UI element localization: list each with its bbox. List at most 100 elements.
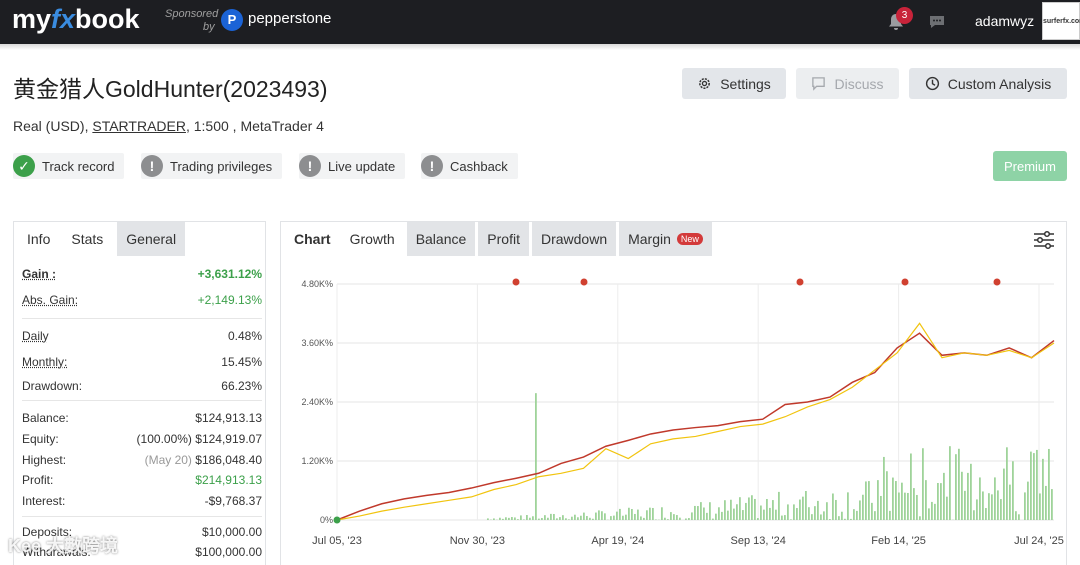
stat-value: $10,000.00 — [201, 525, 262, 539]
volume-bar — [772, 500, 774, 520]
stat-value: $100,000.00 — [195, 545, 262, 559]
new-badge: New — [676, 233, 703, 245]
volume-bar — [526, 515, 528, 520]
volume-bar — [655, 519, 657, 520]
volume-bar — [679, 517, 681, 520]
status-track-record[interactable]: ✓ Track record — [13, 153, 125, 179]
volume-bar — [625, 514, 627, 520]
chat-icon[interactable] — [927, 12, 947, 32]
discuss-button[interactable]: Discuss — [796, 68, 899, 99]
volume-bar — [559, 517, 561, 520]
settings-button[interactable]: Settings — [682, 68, 786, 99]
stat-row-highest: Highest: (May 20) $186,048.40 — [22, 453, 262, 467]
divider — [22, 516, 262, 517]
x-tick-label: Apr 19, '24 — [591, 535, 644, 547]
discuss-label: Discuss — [834, 75, 884, 92]
volume-bar — [1018, 514, 1020, 520]
stat-value: -$9,768.37 — [204, 494, 262, 508]
stat-value: $124,913.13 — [195, 411, 262, 425]
volume-bar — [922, 448, 924, 520]
volume-bar — [844, 518, 846, 520]
volume-bar — [1039, 493, 1041, 520]
stat-row-drawdown: Drawdown: 66.23% — [22, 379, 262, 393]
premium-button[interactable]: Premium — [993, 151, 1067, 181]
y-tick-label: 0% — [320, 515, 333, 525]
volume-bar — [970, 463, 972, 520]
volume-bar — [493, 518, 495, 520]
tab-profit[interactable]: Profit — [478, 222, 529, 256]
stat-label[interactable]: Daily — [22, 329, 49, 343]
volume-bar — [1024, 492, 1026, 520]
volume-bar — [577, 517, 579, 520]
status-cashback[interactable]: ! Cashback — [421, 153, 518, 179]
tab-margin[interactable]: Margin New — [619, 222, 712, 256]
tab-balance[interactable]: Balance — [406, 222, 476, 256]
topbar-shadow — [0, 44, 1080, 50]
volume-bar — [895, 481, 897, 520]
volume-bar — [649, 507, 651, 520]
volume-bar — [664, 517, 666, 520]
custom-analysis-button[interactable]: Custom Analysis — [909, 68, 1067, 99]
volume-bar — [634, 513, 636, 520]
tab-stats[interactable]: Stats — [63, 222, 118, 256]
stat-label[interactable]: Gain : — [22, 267, 57, 281]
volume-bar — [589, 517, 591, 520]
volume-bar — [907, 492, 909, 520]
myfxbook-logo[interactable]: myfxbook — [12, 4, 140, 34]
volume-bar — [835, 499, 837, 520]
volume-bar — [817, 500, 819, 520]
tab-drawdown[interactable]: Drawdown — [531, 222, 617, 256]
exclamation-icon: ! — [421, 155, 443, 177]
volume-bar — [781, 515, 783, 520]
status-live-update[interactable]: ! Live update — [299, 153, 406, 179]
tab-general[interactable]: General — [117, 222, 186, 256]
volume-bar — [778, 491, 780, 520]
y-tick-label: 4.80K% — [301, 279, 333, 289]
volume-bar — [763, 509, 765, 520]
volume-bar — [739, 497, 741, 520]
avatar[interactable]: surferfx.com — [1042, 2, 1080, 40]
stat-label: Drawdown: — [22, 379, 83, 393]
x-tick-label: Jul 05, '23 — [312, 535, 362, 547]
sponsor-name[interactable]: pepperstone — [248, 10, 332, 27]
status-trading-privileges[interactable]: ! Trading privileges — [141, 153, 283, 179]
volume-bar — [859, 500, 861, 520]
broker-link[interactable]: STARTRADER — [92, 118, 186, 134]
chart-panel: Chart Growth Balance Profit Drawdown Mar… — [280, 221, 1067, 565]
stat-row-withdrawals: Withdrawals: $100,000.00 — [22, 545, 262, 559]
volume-bar — [910, 453, 912, 520]
volume-bar — [601, 511, 603, 520]
tab-margin-label: Margin — [628, 231, 671, 247]
x-tick-label: Nov 30, '23 — [450, 535, 505, 547]
volume-bar — [1012, 461, 1014, 520]
volume-bar — [661, 507, 663, 520]
volume-bar — [583, 512, 585, 520]
settings-label: Settings — [720, 75, 771, 92]
volume-bar — [691, 512, 693, 520]
volume-bar — [547, 517, 549, 520]
volume-bar — [751, 495, 753, 520]
pepperstone-icon[interactable]: P — [221, 9, 243, 31]
volume-bar — [925, 480, 927, 520]
y-tick-label: 3.60K% — [301, 338, 333, 348]
tab-growth[interactable]: Growth — [340, 222, 404, 256]
volume-bar — [550, 513, 552, 520]
stat-label[interactable]: Abs. Gain: — [22, 293, 79, 307]
volume-bar — [760, 505, 762, 520]
x-tick-label: Feb 14, '25 — [871, 535, 926, 547]
divider — [22, 318, 262, 319]
volume-bar — [616, 511, 618, 520]
growth-chart[interactable]: 0% 1.20K% 2.40K% 3.60K% 4.80K% Jul 05, '23 Nov… — [281, 267, 1066, 564]
sliders-icon[interactable] — [1033, 230, 1055, 250]
volume-bar — [709, 502, 711, 520]
stat-label[interactable]: Monthly: — [22, 355, 68, 369]
volume-bar — [574, 514, 576, 520]
gear-icon — [699, 78, 711, 89]
volume-bar — [532, 516, 534, 520]
stat-value: $214,913.13 — [195, 473, 262, 487]
volume-bar — [733, 508, 735, 520]
tab-info[interactable]: Info — [14, 222, 64, 256]
clock-icon — [925, 76, 939, 91]
volume-bar — [703, 507, 705, 520]
username[interactable]: adamwyz — [975, 13, 1035, 29]
